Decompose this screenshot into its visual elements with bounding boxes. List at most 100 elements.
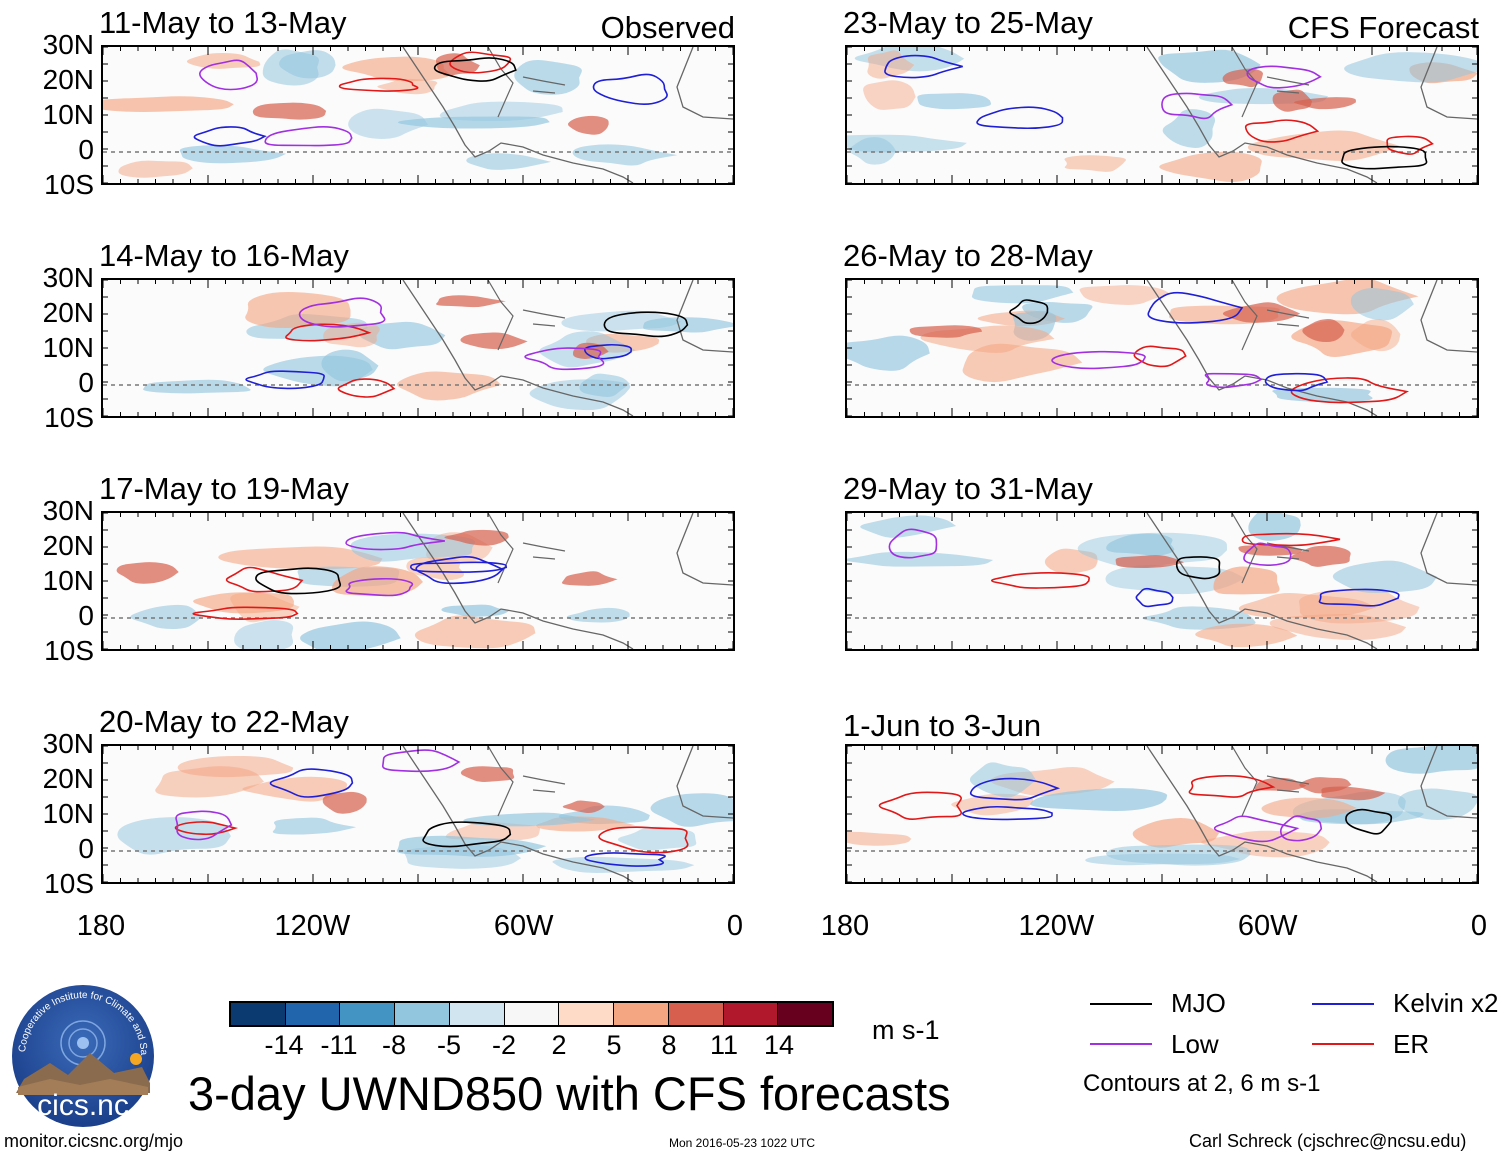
coastline-gulf xyxy=(487,280,514,351)
wind-anomaly-patch xyxy=(1159,151,1262,182)
legend-label-mjo: MJO xyxy=(1171,988,1226,1018)
legend-swatch-kelvin xyxy=(1312,1003,1374,1005)
er-contour xyxy=(1241,532,1341,547)
wind-anomaly-core xyxy=(567,115,609,135)
kelvin-contour xyxy=(1147,291,1244,324)
wind-anomaly-patch xyxy=(1064,155,1126,172)
wind-anomaly-patch xyxy=(860,515,957,538)
wind-anomaly-patch xyxy=(1397,788,1477,820)
wind-anomaly-patch xyxy=(1132,818,1220,848)
x-tick-label: 0 xyxy=(726,910,744,942)
wind-anomaly-patch xyxy=(1106,533,1175,556)
y-tick-label: 10S xyxy=(44,169,94,200)
wind-anomaly-patch xyxy=(463,812,596,827)
coastline-caribbean xyxy=(1266,309,1310,327)
wind-anomaly-patch xyxy=(847,335,930,371)
footer-author: Carl Schreck (cjschrec@ncsu.edu) xyxy=(1189,1131,1467,1151)
wind-anomaly-patch xyxy=(439,101,563,122)
low-contour xyxy=(175,810,233,841)
coastline-africa xyxy=(1420,280,1477,353)
wind-anomaly-patch xyxy=(179,145,287,164)
wind-anomaly-core xyxy=(1115,555,1185,569)
x-tick-label: 120W xyxy=(274,910,351,942)
colorbar-tick-label: 14 xyxy=(763,1030,795,1060)
wind-anomaly-patch xyxy=(1077,532,1227,568)
colorbar-tick-label: 2 xyxy=(551,1030,567,1060)
low-contour xyxy=(1204,372,1263,389)
wind-anomaly-core xyxy=(1321,786,1386,801)
wind-anomaly-patch xyxy=(1044,548,1098,574)
map-panel-p6 xyxy=(845,278,1479,418)
coastline-caribbean xyxy=(522,542,566,560)
cicsnc-logo: Cooperative Institute for Climate and Sa… xyxy=(7,975,156,1129)
er-contour xyxy=(1290,377,1410,404)
wind-anomaly-core xyxy=(909,325,983,338)
wind-anomaly-patch xyxy=(1079,285,1171,305)
wind-anomaly-patch xyxy=(847,831,912,846)
wind-anomaly-patch xyxy=(414,615,536,649)
x-tick-label: 180 xyxy=(820,910,870,942)
wind-anomaly-patch xyxy=(300,621,401,649)
low-contour xyxy=(382,749,461,773)
coastline-africa xyxy=(676,47,733,120)
footer-timestamp: Mon 2016-05-23 1022 UTC xyxy=(669,1136,816,1150)
mjo-contour xyxy=(1175,556,1221,580)
wind-anomaly-patch xyxy=(186,53,261,69)
low-contour xyxy=(199,59,258,91)
coastline-gulf xyxy=(487,746,514,817)
main-title: 3-day UWND850 with CFS forecasts xyxy=(188,1067,951,1120)
wind-anomaly-patch xyxy=(234,620,294,649)
panel-title: 23-May to 25-May xyxy=(843,5,1093,40)
panel-title: 1-Jun to 3-Jun xyxy=(843,708,1042,743)
colorbar-swatch xyxy=(231,1003,286,1025)
kelvin-contour xyxy=(269,768,354,798)
colorbar-swatch xyxy=(340,1003,396,1025)
wind-anomaly-core xyxy=(460,766,515,782)
wind-anomaly-patch xyxy=(218,546,383,570)
wind-anomaly-patch xyxy=(847,551,994,567)
wind-anomaly-core xyxy=(562,800,605,813)
coastline-africa xyxy=(1420,513,1477,586)
wind-anomaly-core xyxy=(1272,89,1312,112)
wind-anomaly-patch xyxy=(1213,566,1280,595)
wind-anomaly-patch xyxy=(847,134,967,153)
coastline-africa xyxy=(1420,47,1477,120)
wind-anomaly-patch xyxy=(617,826,697,851)
low-contour xyxy=(1279,815,1323,842)
kelvin-contour xyxy=(193,126,267,147)
map-panel-p2 xyxy=(101,278,735,418)
colorbar-swatch xyxy=(668,1003,724,1025)
er-contour xyxy=(1133,345,1187,368)
kelvin-contour xyxy=(409,561,508,573)
legend-swatch-mjo xyxy=(1090,1003,1152,1005)
panel-title: 11-May to 13-May xyxy=(99,5,347,40)
wind-anomaly-patch xyxy=(863,80,916,110)
map-panel-p7 xyxy=(845,511,1479,651)
kelvin-contour xyxy=(976,106,1064,130)
low-contour xyxy=(1051,350,1146,370)
coastline-gulf xyxy=(1231,47,1258,118)
y-tick-label: 10S xyxy=(44,402,94,433)
y-tick-label: 10N xyxy=(42,798,94,829)
legend-note: Contours at 2, 6 m s-1 xyxy=(1083,1070,1321,1097)
wind-anomaly-patch xyxy=(342,56,450,82)
kelvin-contour xyxy=(1264,372,1329,392)
legend-label-low: Low xyxy=(1171,1029,1219,1059)
colorbar-swatch xyxy=(614,1003,669,1025)
wind-anomaly-patch xyxy=(572,144,678,166)
x-tick-label: 60W xyxy=(1237,910,1298,942)
y-tick-label: 0 xyxy=(78,600,94,631)
x-tick-label: 0 xyxy=(1470,910,1488,942)
wind-anomaly-patch xyxy=(1030,788,1168,812)
low-contour xyxy=(1246,65,1322,89)
wind-anomaly-patch xyxy=(1351,319,1401,352)
kelvin-contour xyxy=(592,73,668,105)
coastline-gulf xyxy=(1231,513,1258,584)
map-panel-p8 xyxy=(845,744,1479,884)
panel-source-label: Observed xyxy=(600,10,735,45)
legend-swatch-er xyxy=(1312,1043,1374,1045)
wind-anomaly-patch xyxy=(348,108,428,139)
legend-label-kelvin: Kelvin x2 xyxy=(1393,988,1499,1018)
footer-url[interactable]: monitor.cicsnc.org/mjo xyxy=(4,1131,184,1151)
mjo-contour xyxy=(603,311,689,338)
